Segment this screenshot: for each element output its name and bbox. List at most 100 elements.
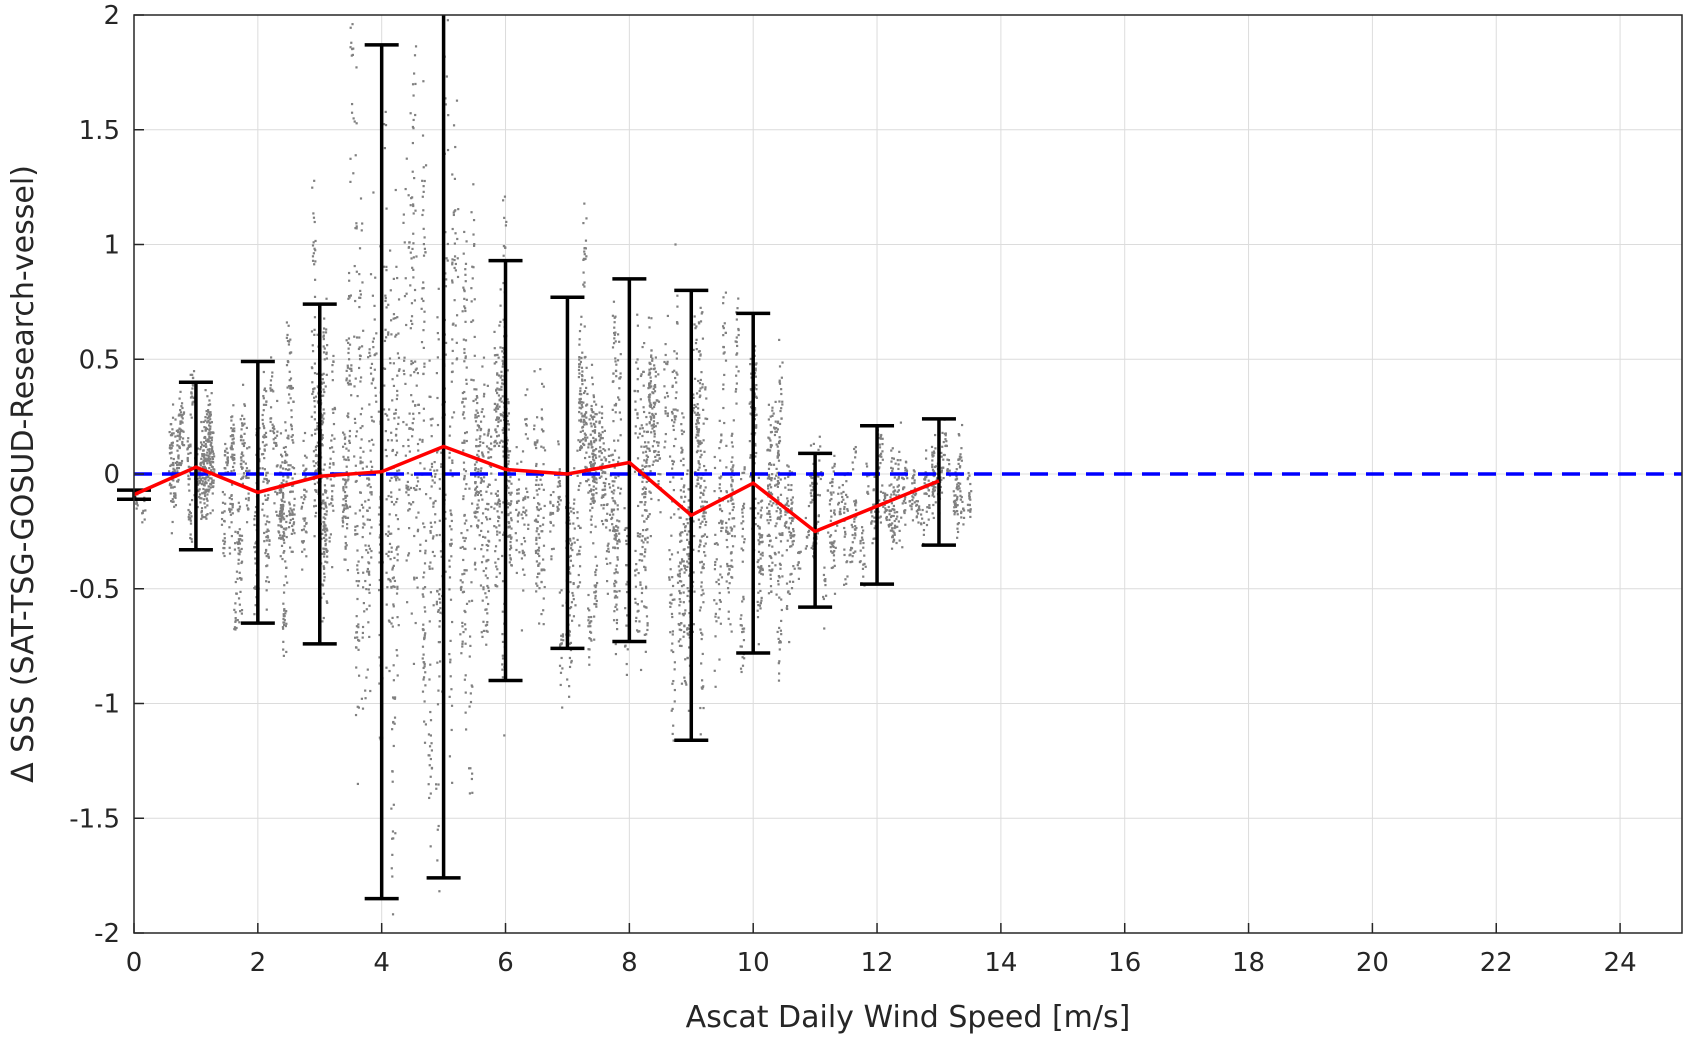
scatter-point <box>346 516 350 519</box>
scatter-point <box>499 288 502 291</box>
scatter-point <box>199 478 203 482</box>
scatter-point <box>332 509 335 512</box>
scatter-point <box>730 434 733 437</box>
scatter-point <box>486 620 489 624</box>
scatter-point <box>463 441 466 444</box>
scatter-point <box>369 485 372 489</box>
scatter-point <box>450 519 453 523</box>
scatter-point <box>232 456 236 460</box>
scatter-point <box>699 543 702 546</box>
scatter-point <box>424 684 427 687</box>
scatter-point <box>314 448 317 451</box>
scatter-point <box>435 603 438 606</box>
scatter-point <box>284 624 287 628</box>
scatter-point <box>776 516 780 519</box>
scatter-point <box>462 590 466 593</box>
scatter-point <box>450 728 453 732</box>
scatter-point <box>364 544 367 547</box>
scatter-point <box>600 519 604 523</box>
scatter-point <box>616 333 620 336</box>
scatter-point <box>615 570 618 574</box>
scatter-point <box>474 416 477 419</box>
scatter-point <box>471 265 474 268</box>
scatter-point <box>574 604 577 607</box>
scatter-point <box>650 431 653 434</box>
scatter-point <box>207 490 210 493</box>
scatter-point <box>780 633 783 636</box>
scatter-point <box>305 522 308 525</box>
scatter-point <box>385 269 388 272</box>
scatter-point <box>203 426 206 429</box>
scatter-point <box>205 488 208 491</box>
scatter-point <box>390 622 393 625</box>
scatter-point <box>321 415 324 419</box>
scatter-point <box>233 626 237 629</box>
scatter-point <box>254 587 257 590</box>
scatter-point <box>391 568 394 571</box>
scatter-point <box>680 585 684 588</box>
scatter-point <box>698 389 701 393</box>
scatter-point <box>276 493 279 496</box>
scatter-point <box>245 469 248 473</box>
scatter-point <box>703 450 706 453</box>
scatter-point <box>368 440 371 443</box>
scatter-point <box>776 445 779 448</box>
scatter-point <box>367 561 370 564</box>
scatter-point <box>253 613 256 616</box>
scatter-point <box>507 520 510 524</box>
scatter-point <box>361 556 364 559</box>
scatter-point <box>206 451 209 454</box>
scatter-point <box>411 83 415 86</box>
scatter-point <box>451 323 454 326</box>
scatter-point <box>372 377 375 380</box>
scatter-point <box>618 387 621 390</box>
scatter-point <box>322 388 325 391</box>
scatter-point <box>355 625 359 628</box>
scatter-point <box>206 421 209 424</box>
scatter-point <box>358 305 361 309</box>
scatter-point <box>625 662 628 666</box>
scatter-point <box>676 573 680 576</box>
scatter-point <box>625 526 628 530</box>
scatter-point <box>572 522 575 525</box>
scatter-point <box>199 464 202 467</box>
scatter-point <box>593 459 596 462</box>
scatter-point <box>650 317 653 320</box>
scatter-point <box>344 541 347 545</box>
scatter-point <box>208 461 212 464</box>
scatter-point <box>477 506 480 509</box>
scatter-point <box>247 476 250 479</box>
scatter-point <box>754 507 757 510</box>
scatter-point <box>594 477 597 480</box>
scatter-point <box>411 247 414 251</box>
scatter-point <box>683 564 687 568</box>
scatter-point <box>423 741 427 744</box>
scatter-point <box>549 530 552 533</box>
scatter-point <box>604 458 608 461</box>
scatter-point <box>421 690 425 693</box>
scatter-point <box>263 457 266 460</box>
scatter-point <box>287 526 291 529</box>
scatter-point <box>616 526 620 529</box>
scatter-point <box>485 543 488 547</box>
scatter-point <box>313 316 317 319</box>
scatter-point <box>371 419 374 422</box>
scatter-point <box>702 563 705 566</box>
scatter-point <box>347 297 350 300</box>
scatter-point <box>240 422 244 425</box>
scatter-point <box>422 419 425 422</box>
scatter-point <box>592 436 595 440</box>
scatter-point <box>206 427 209 431</box>
scatter-point <box>430 424 433 427</box>
scatter-point <box>281 499 284 503</box>
scatter-point <box>367 588 370 591</box>
scatter-point <box>422 628 425 631</box>
scatter-point <box>719 459 722 462</box>
scatter-point <box>680 446 683 449</box>
scatter-point <box>701 520 704 523</box>
scatter-point <box>396 497 399 501</box>
scatter-point <box>172 432 175 435</box>
scatter-point <box>578 406 581 409</box>
scatter-point <box>590 443 593 446</box>
scatter-point <box>699 387 702 390</box>
